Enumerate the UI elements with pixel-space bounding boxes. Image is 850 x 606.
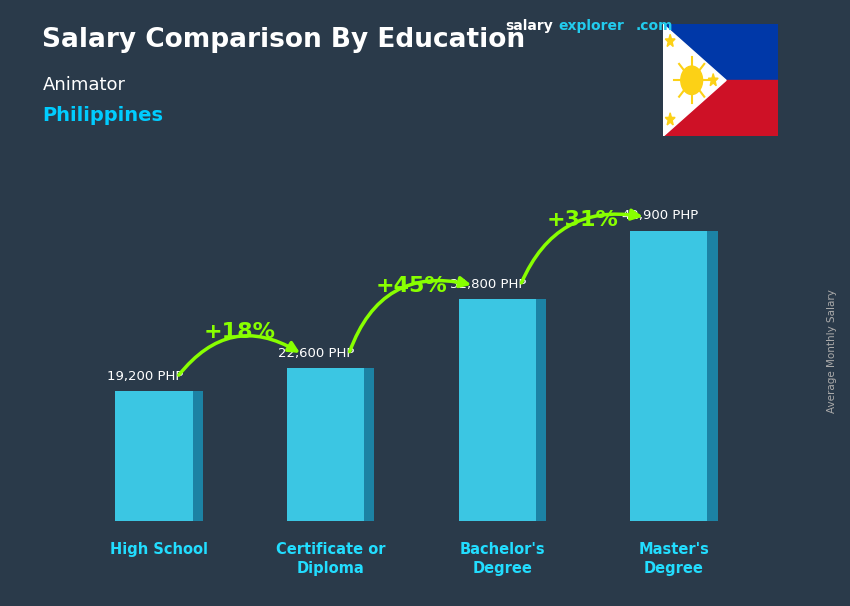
FancyArrowPatch shape xyxy=(521,210,639,283)
Text: explorer: explorer xyxy=(558,19,624,33)
Polygon shape xyxy=(364,368,375,521)
Text: High School: High School xyxy=(110,542,208,558)
Bar xyxy=(663,80,778,136)
Text: Animator: Animator xyxy=(42,76,126,94)
Circle shape xyxy=(681,66,703,95)
FancyArrowPatch shape xyxy=(349,278,468,351)
Polygon shape xyxy=(663,24,726,136)
Text: Philippines: Philippines xyxy=(42,106,163,125)
Polygon shape xyxy=(666,35,675,47)
FancyArrowPatch shape xyxy=(178,336,297,375)
Text: +18%: +18% xyxy=(204,322,275,342)
Text: Salary Comparison By Education: Salary Comparison By Education xyxy=(42,27,525,53)
Bar xyxy=(287,368,364,521)
Text: 19,200 PHP: 19,200 PHP xyxy=(107,370,183,382)
Bar xyxy=(458,299,536,521)
Bar xyxy=(116,391,192,521)
Text: Master's
Degree: Master's Degree xyxy=(638,542,710,576)
Text: 32,800 PHP: 32,800 PHP xyxy=(450,278,526,291)
Bar xyxy=(630,231,707,521)
Text: 42,900 PHP: 42,900 PHP xyxy=(621,210,698,222)
Text: Bachelor's
Degree: Bachelor's Degree xyxy=(460,542,545,576)
Polygon shape xyxy=(192,391,203,521)
Polygon shape xyxy=(708,73,718,85)
Polygon shape xyxy=(666,113,675,125)
Bar xyxy=(663,24,778,80)
Polygon shape xyxy=(707,231,717,521)
Text: Average Monthly Salary: Average Monthly Salary xyxy=(827,290,837,413)
Text: 22,600 PHP: 22,600 PHP xyxy=(278,347,354,359)
Polygon shape xyxy=(536,299,546,521)
Text: Certificate or
Diploma: Certificate or Diploma xyxy=(276,542,385,576)
Text: +45%: +45% xyxy=(376,276,447,296)
Text: +31%: +31% xyxy=(547,210,619,230)
Text: salary: salary xyxy=(506,19,553,33)
Text: .com: .com xyxy=(636,19,673,33)
